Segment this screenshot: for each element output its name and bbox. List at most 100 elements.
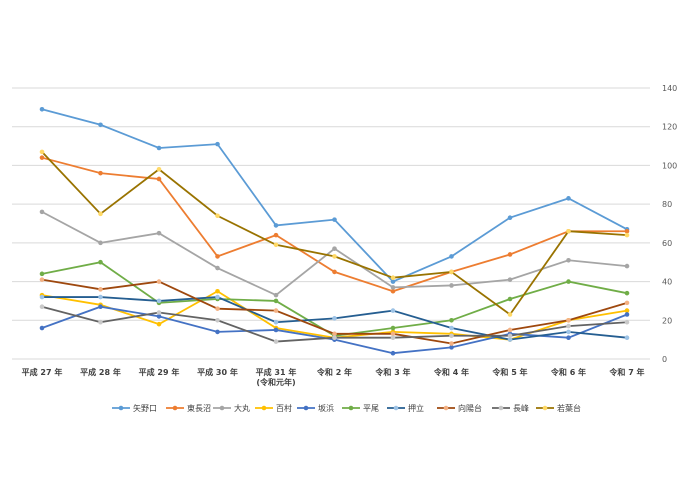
legend-label: 坂浜 [318,403,334,413]
data-point [507,333,513,339]
data-point [624,308,630,313]
data-point [39,155,45,160]
data-point [98,240,103,246]
data-point [449,341,454,346]
y-tick-label: 120 [662,123,677,132]
legend-item: 押立 [387,403,424,413]
data-point [156,314,162,319]
data-point [215,317,220,323]
legend-label: 平尾 [363,404,379,413]
data-point [215,329,220,335]
data-point [449,283,454,288]
data-point [156,167,162,172]
data-point [98,319,103,325]
x-tick-label: (令和元年) [256,377,295,387]
legend-item: 矢野口 [112,403,157,413]
data-point [215,294,220,300]
data-point [39,294,45,300]
data-point [390,275,396,281]
x-tick-label: 令和 7 年 [608,367,644,377]
data-point [624,232,630,238]
data-point [156,321,162,327]
data-point [449,345,454,350]
data-point [273,298,279,304]
data-point [273,292,279,298]
data-point [332,269,337,275]
data-point [566,335,571,341]
data-point [624,319,630,325]
legend-label: 若葉台 [557,403,581,413]
series-東長沼 [39,155,630,294]
legend-label: 押立 [408,403,424,413]
legend-label: 向陽台 [458,403,482,413]
data-point [39,106,45,112]
legend-item: 坂浜 [297,403,334,413]
legend-item: 平尾 [342,404,379,413]
data-point [39,325,45,331]
legend-label: 東長沼 [187,403,211,413]
data-point [390,350,396,356]
data-point [390,335,396,341]
series-向陽台 [39,277,630,346]
data-point [390,288,396,294]
x-tick-label: 平成 30 年 [197,367,238,377]
data-point [156,230,162,236]
data-point [624,312,630,317]
data-point [273,232,279,238]
data-point [215,288,220,294]
data-point [507,215,513,220]
data-point [273,223,279,228]
legend-item: 東長沼 [166,403,211,413]
data-point [39,304,45,310]
data-point [98,294,103,300]
data-point [449,254,454,259]
legend-marker [393,405,399,411]
data-point [156,145,162,151]
data-point [215,254,220,259]
legend-marker [219,405,225,411]
data-point [215,213,220,219]
data-point [273,319,279,325]
data-point [215,141,220,147]
data-point [273,242,279,248]
data-point [39,277,45,282]
data-point [98,170,103,176]
data-point [566,257,571,263]
data-point [332,254,337,259]
series-長峰 [39,304,630,344]
data-point [39,149,45,155]
x-tick-label: 令和 2 年 [316,367,352,377]
data-point [215,265,220,271]
x-tick-label: 令和 6 年 [550,367,586,377]
series-押立 [39,294,630,342]
data-point [624,228,630,234]
y-tick-label: 0 [662,355,667,364]
data-point [624,290,630,296]
y-tick-label: 140 [662,84,677,93]
legend-marker [118,405,124,411]
legend-item: 大丸 [213,403,250,413]
data-point [273,339,279,344]
legend-marker [172,405,178,411]
x-tick-label: 平成 31 年 [256,367,297,377]
data-point [449,325,454,331]
data-point [390,325,396,331]
data-point [566,228,571,234]
legend-label: 百村 [276,403,292,413]
legend-marker [303,405,309,411]
data-point [624,263,630,269]
y-tick-label: 80 [662,200,672,209]
data-point [566,329,571,335]
data-point [390,279,396,284]
data-point [332,246,337,251]
data-point [332,331,337,337]
data-point [390,285,396,290]
legend-item: 長峰 [492,403,529,413]
data-point [449,269,454,275]
data-point [98,259,103,265]
data-point [215,306,220,311]
legend-label: 矢野口 [133,403,157,413]
series-矢野口 [39,106,630,284]
data-point [332,316,337,321]
data-point [507,337,513,342]
